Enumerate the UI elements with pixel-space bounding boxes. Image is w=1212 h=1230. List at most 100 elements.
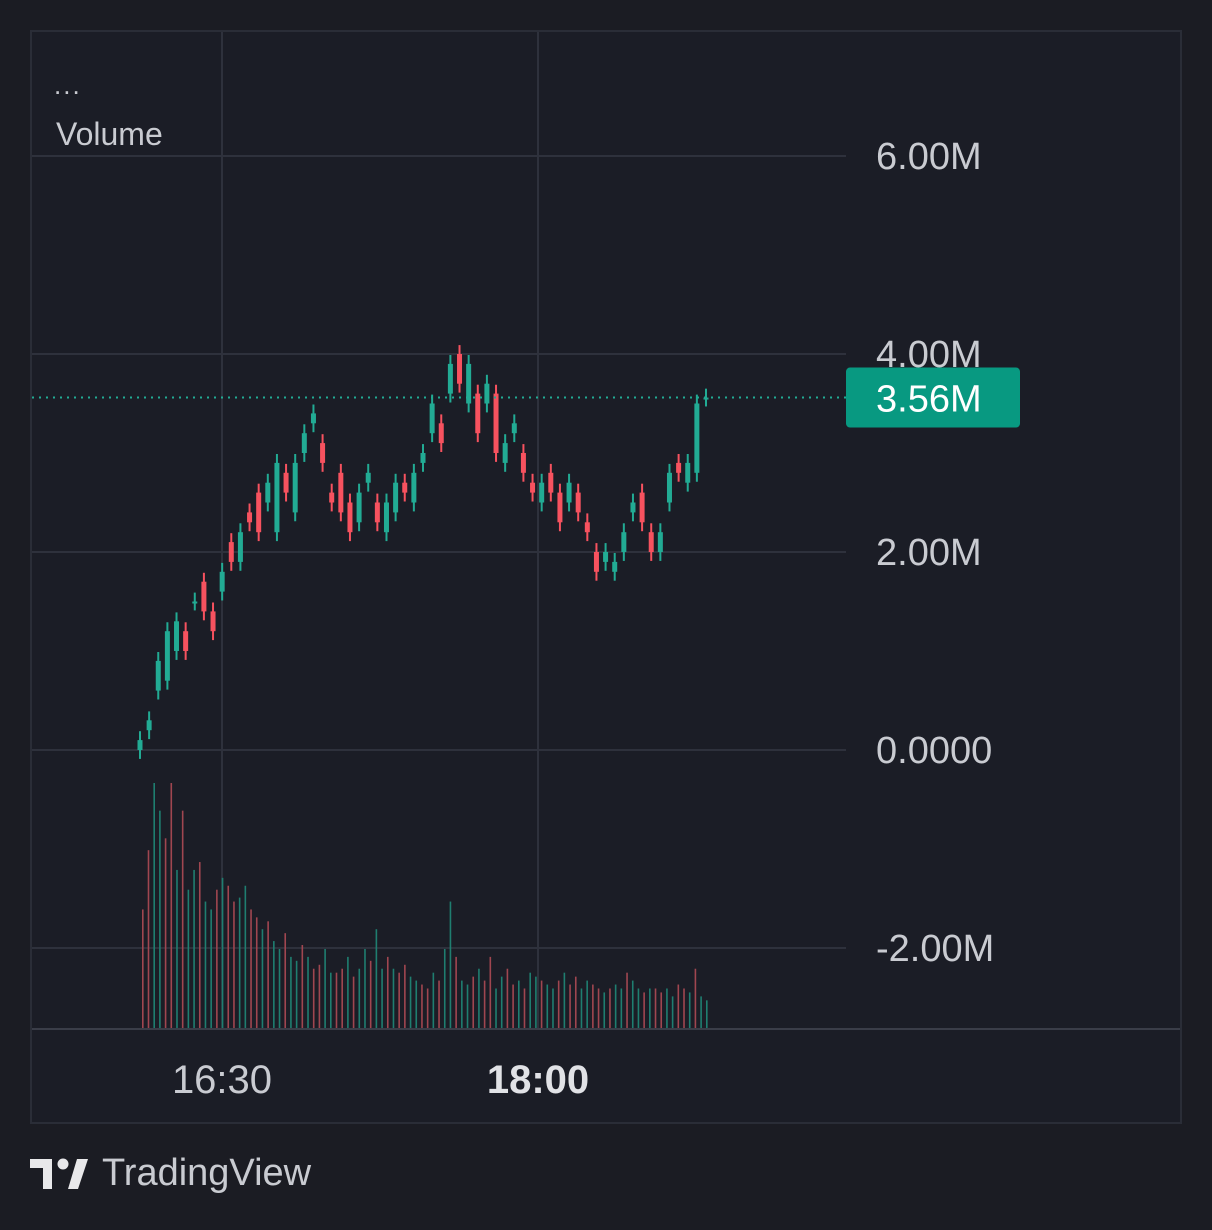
volume-bar	[466, 984, 469, 1028]
volume-bar	[518, 980, 520, 1028]
candle-body	[438, 423, 444, 444]
volume-bar	[153, 783, 155, 1028]
volume-bar	[369, 960, 372, 1028]
candle-body	[301, 433, 307, 453]
volume-bar	[347, 956, 349, 1028]
candle-body	[511, 423, 517, 434]
candle-body	[466, 363, 472, 404]
volume-bar	[330, 972, 332, 1028]
legend-menu-icon[interactable]: ...	[54, 70, 82, 100]
candle-body	[548, 472, 554, 493]
candle-body	[365, 472, 371, 483]
volume-bar	[147, 850, 150, 1028]
volume-bar	[415, 980, 418, 1028]
volume-bar	[307, 956, 309, 1028]
volume-bar	[426, 988, 429, 1028]
candle-body	[137, 740, 143, 750]
last-price-line: 3.56M	[32, 367, 1020, 428]
candles	[137, 345, 709, 759]
volume-bar	[421, 984, 423, 1028]
volume-bar	[193, 869, 195, 1028]
candle-body	[292, 462, 298, 513]
candle-body	[347, 502, 353, 533]
candle-body	[694, 403, 700, 473]
volume-bar	[273, 941, 275, 1028]
volume-bar	[181, 810, 184, 1028]
candle-body	[648, 532, 654, 552]
price-tick-label: 2.00M	[876, 532, 982, 574]
volume-bar	[563, 972, 566, 1028]
candle-body	[475, 393, 481, 434]
volume-bar	[683, 988, 685, 1028]
volume-bar	[324, 948, 326, 1028]
volume-bar	[278, 948, 281, 1028]
price-tick-label: 6.00M	[876, 136, 982, 178]
volume-bar	[250, 909, 252, 1028]
candle-body	[539, 482, 545, 503]
price-axis[interactable]: 6.00M 4.00M 2.00M 0.0000 -2.00M	[876, 136, 994, 970]
candle-body	[247, 512, 253, 523]
volume-bar	[483, 980, 486, 1028]
price-tick-label: -2.00M	[876, 928, 994, 970]
candle-body	[630, 502, 636, 513]
volume-bar	[216, 889, 218, 1028]
volume-bar	[267, 921, 269, 1028]
volume-bar	[170, 783, 173, 1028]
candle-body	[192, 601, 198, 604]
volume-bar	[529, 972, 531, 1028]
candle-body	[520, 453, 526, 473]
volume-bar	[557, 980, 560, 1028]
volume-bar	[609, 988, 611, 1028]
volume-bar	[688, 992, 691, 1028]
candle-body	[557, 492, 563, 523]
candle-body	[320, 443, 326, 463]
candle-body	[530, 482, 536, 493]
volume-bar	[233, 901, 235, 1028]
volume-bar	[512, 984, 514, 1028]
candle-body	[566, 482, 572, 503]
time-axis[interactable]: 16:30 18:00	[172, 1058, 589, 1102]
volume-bar	[546, 984, 549, 1028]
volume-bar	[210, 909, 212, 1028]
candle-body	[639, 492, 645, 523]
legend-indicator-title[interactable]: Volume	[56, 116, 163, 152]
volume-bar	[244, 885, 247, 1028]
candle-body	[676, 462, 682, 473]
tradingview-logo[interactable]: TradingView	[30, 1152, 311, 1195]
volume-bar	[626, 972, 628, 1028]
volume-bar	[472, 976, 475, 1028]
candle-body	[237, 532, 243, 562]
candle-body	[621, 532, 627, 552]
volume-bar	[597, 988, 600, 1028]
volume-bar	[290, 956, 292, 1028]
tradingview-logo-icon	[30, 1158, 88, 1189]
tradingview-wordmark: TradingView	[102, 1152, 312, 1194]
volume-bar	[227, 885, 230, 1028]
volume-bar	[255, 917, 258, 1028]
candle-body	[228, 542, 234, 562]
volume-bar	[432, 972, 435, 1028]
volume-bar	[198, 862, 201, 1028]
volume-bar	[381, 968, 383, 1028]
volume-bar	[204, 901, 207, 1028]
grid	[32, 32, 1180, 1030]
candle-body	[484, 383, 490, 404]
candle-body	[146, 720, 152, 731]
volume-bar	[478, 968, 480, 1028]
candle-body	[374, 502, 380, 523]
candle-body	[383, 502, 389, 533]
volume-bar	[159, 810, 161, 1028]
volume-bar	[552, 988, 554, 1028]
candle-body	[457, 354, 463, 384]
candle-body	[329, 492, 335, 503]
volume-bar	[677, 984, 680, 1028]
volume-bar	[631, 980, 634, 1028]
candle-body	[603, 552, 609, 562]
volume-bar	[637, 988, 640, 1028]
volume-bar	[654, 988, 657, 1028]
volume-bar	[312, 968, 315, 1028]
candle-body	[666, 472, 672, 503]
time-tick-label: 16:30	[172, 1058, 272, 1102]
candle-body	[256, 492, 262, 533]
